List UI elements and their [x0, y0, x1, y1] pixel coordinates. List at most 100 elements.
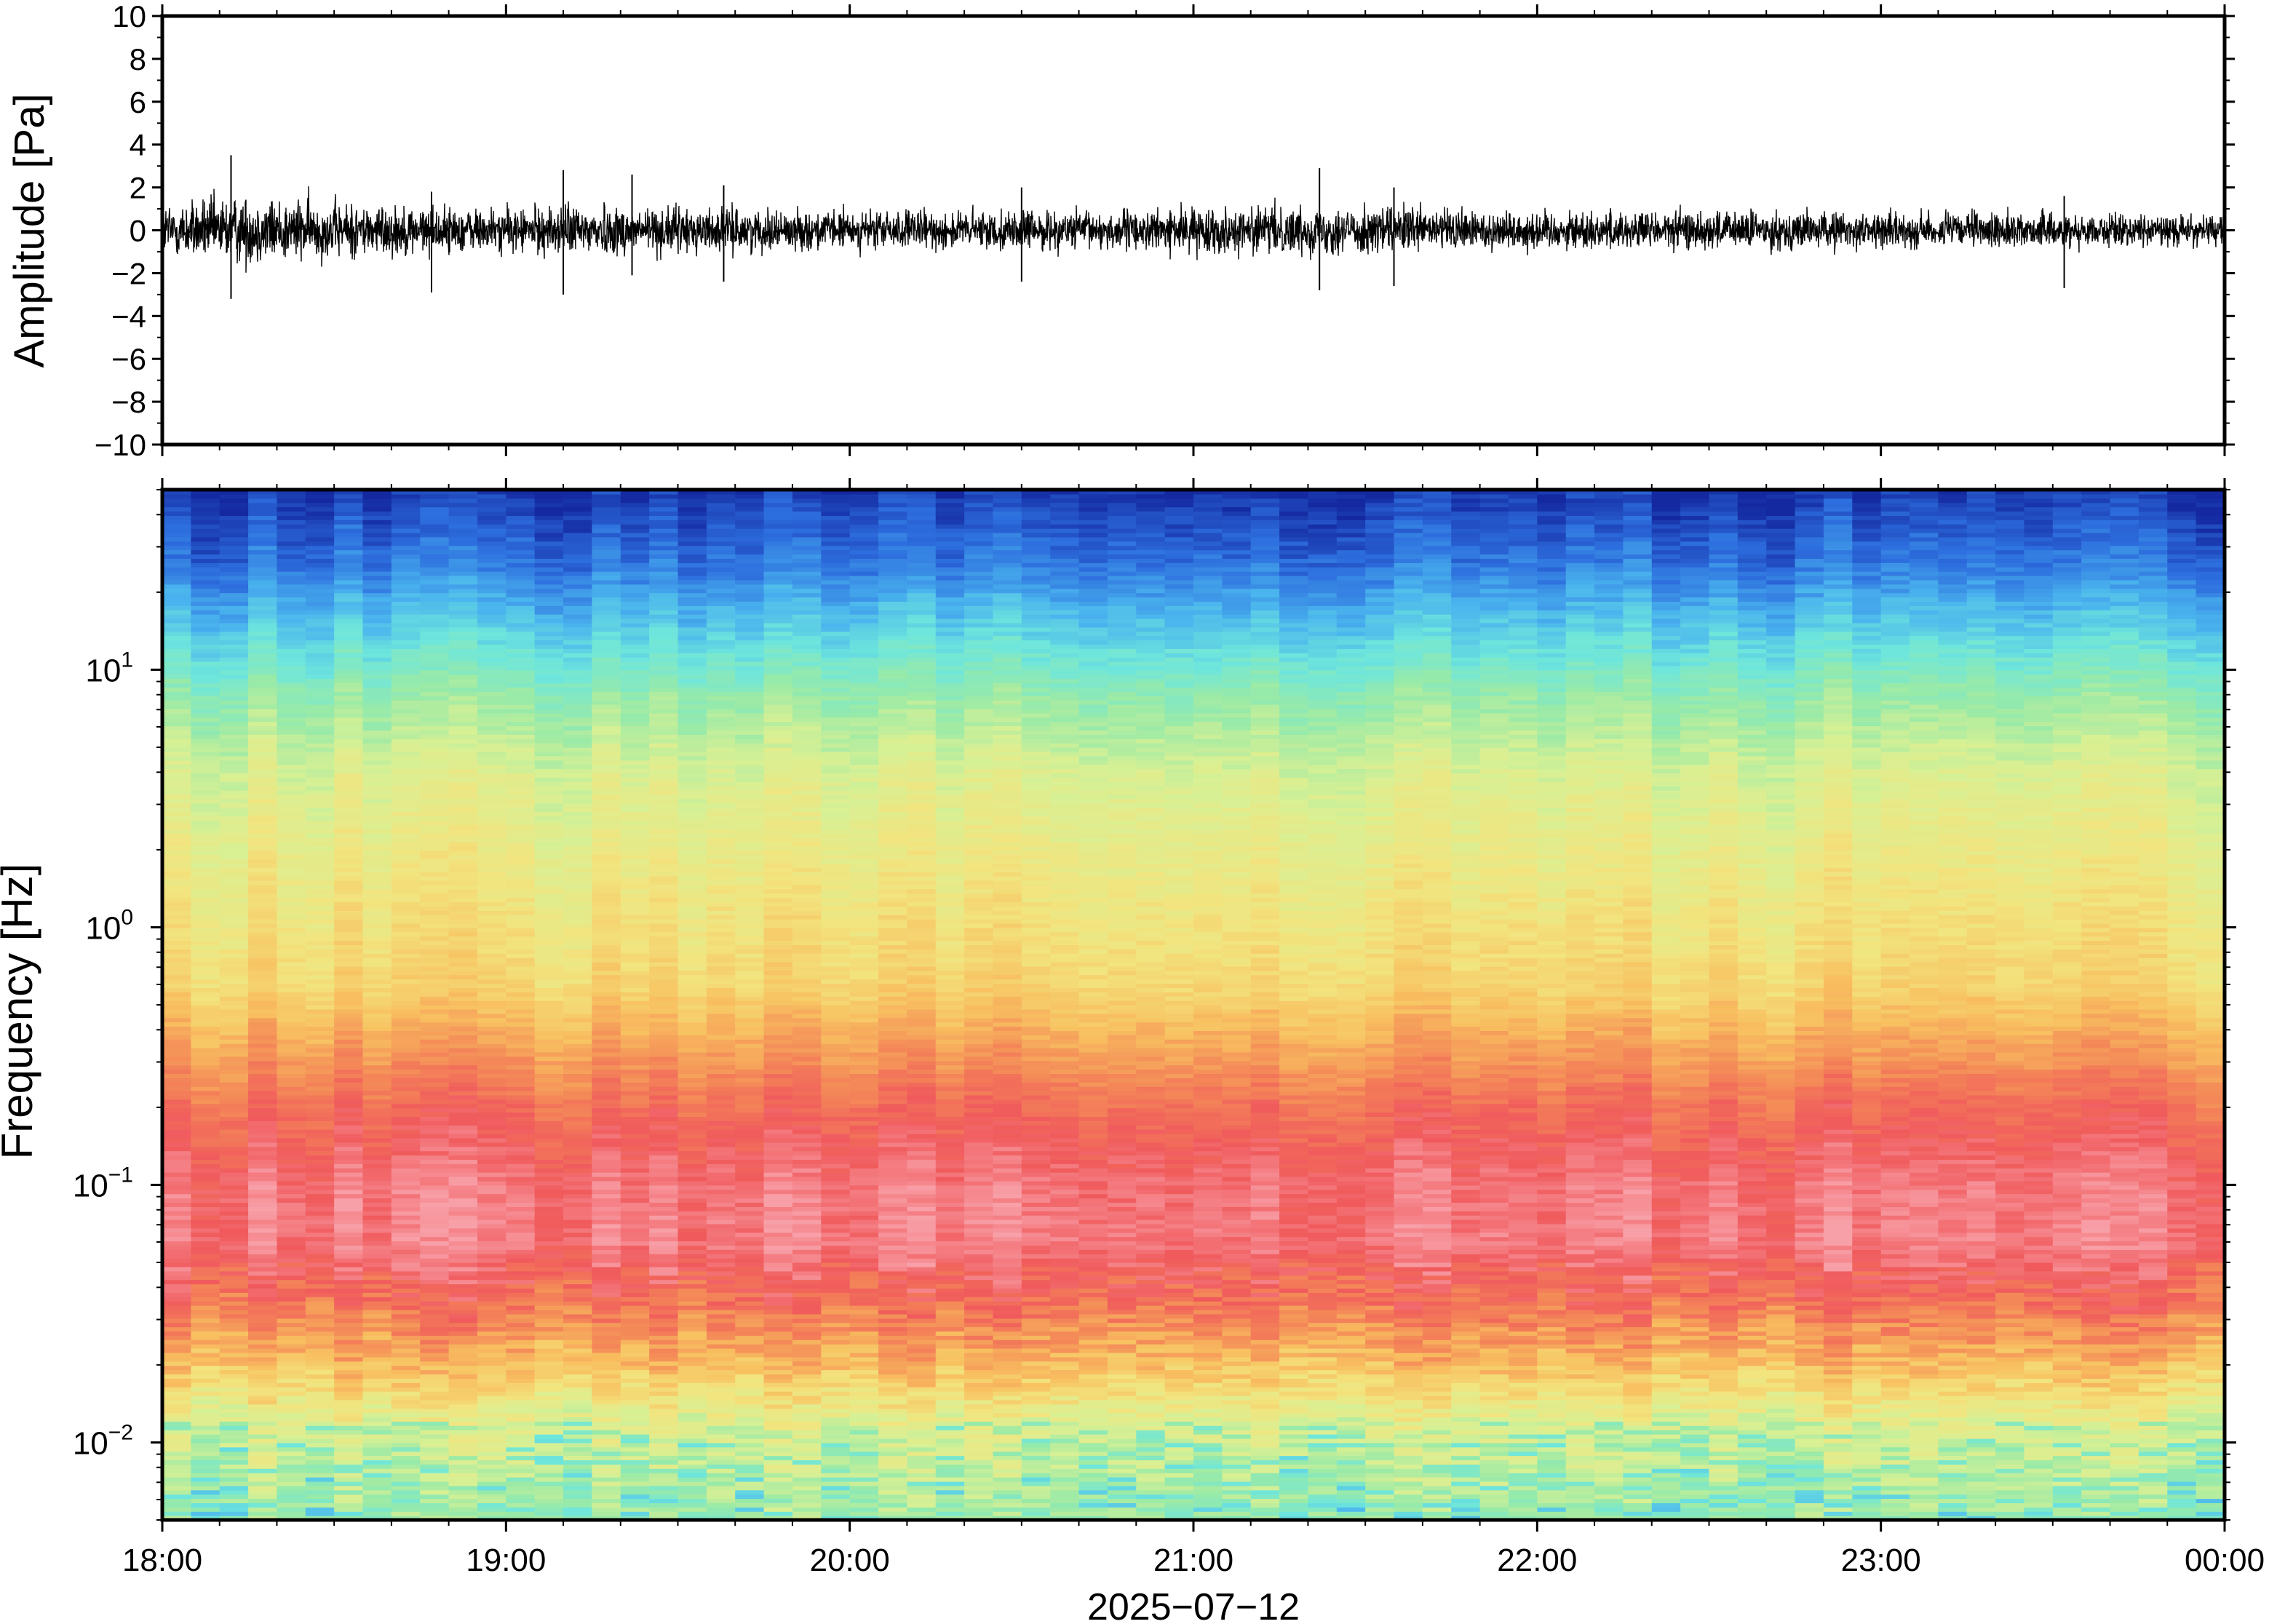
heatmap-cell	[649, 1180, 679, 1186]
heatmap-cell	[362, 1425, 392, 1430]
heatmap-cell	[219, 768, 249, 773]
heatmap-cell	[592, 1356, 621, 1362]
heatmap-cell	[620, 554, 650, 559]
heatmap-cell	[277, 653, 306, 658]
heatmap-cell	[305, 1107, 335, 1113]
heatmap-cell	[162, 859, 191, 864]
heatmap-cell	[563, 807, 593, 813]
heatmap-cell	[334, 1352, 364, 1358]
heatmap-cell	[162, 958, 191, 963]
heatmap-cell	[649, 786, 679, 791]
heatmap-cell	[420, 545, 450, 551]
heatmap-cell	[592, 1502, 621, 1508]
heatmap-cell	[248, 1254, 278, 1259]
heatmap-cell	[677, 940, 707, 945]
heatmap-cell	[277, 524, 306, 529]
heatmap-cell	[477, 1511, 506, 1516]
heatmap-cell	[191, 1408, 220, 1414]
heatmap-cell	[362, 872, 392, 877]
heatmap-cell	[391, 1374, 421, 1379]
heatmap-cell	[477, 919, 506, 924]
heatmap-cell	[219, 592, 249, 598]
heatmap-cell	[391, 962, 421, 967]
heatmap-cell	[248, 622, 278, 628]
heatmap-cell	[191, 1211, 220, 1216]
heatmap-cell	[534, 1134, 564, 1139]
heatmap-cell	[362, 1241, 392, 1246]
heatmap-cell	[506, 1168, 536, 1173]
heatmap-cell	[334, 906, 364, 911]
heatmap-cell	[677, 545, 707, 551]
heatmap-cell	[420, 1262, 450, 1267]
heatmap-cell	[334, 528, 364, 533]
heatmap-cell	[534, 1498, 564, 1503]
heatmap-cell	[219, 1211, 249, 1216]
heatmap-cell	[563, 906, 593, 911]
heatmap-cell	[305, 1249, 335, 1254]
heatmap-cell	[334, 588, 364, 594]
heatmap-cell	[305, 1215, 335, 1220]
heatmap-cell	[448, 1322, 478, 1328]
heatmap-cell	[620, 1408, 650, 1414]
heatmap-cell	[391, 1356, 421, 1362]
heatmap-cell	[391, 610, 421, 615]
heatmap-cell	[563, 584, 593, 589]
heatmap-cell	[334, 974, 364, 980]
heatmap-cell	[391, 678, 421, 684]
heatmap-cell	[248, 773, 278, 778]
heatmap-cell	[477, 1326, 506, 1332]
heatmap-cell	[305, 1391, 335, 1396]
heatmap-cell	[191, 803, 220, 808]
heatmap-cell	[677, 1361, 707, 1366]
heatmap-cell	[162, 1241, 191, 1246]
heatmap-cell	[391, 1473, 421, 1478]
heatmap-cell	[649, 940, 679, 945]
heatmap-cell	[620, 579, 650, 585]
heatmap-cell	[191, 618, 220, 624]
heatmap-cell	[477, 1017, 506, 1023]
heatmap-cell	[506, 983, 536, 988]
heatmap-cell	[162, 1215, 191, 1220]
heatmap-cell	[334, 533, 364, 538]
heatmap-cell	[649, 867, 679, 872]
heatmap-cell	[277, 1404, 306, 1409]
heatmap-cell	[420, 1279, 450, 1285]
heatmap-cell	[277, 502, 306, 508]
heatmap-cell	[706, 1078, 736, 1083]
heatmap-cell	[620, 1442, 650, 1448]
heatmap-cell	[420, 520, 450, 525]
heatmap-cell	[677, 1322, 707, 1328]
heatmap-cell	[620, 1168, 650, 1173]
heatmap-cell	[620, 1064, 650, 1070]
heatmap-cell	[563, 764, 593, 770]
heatmap-cell	[334, 1005, 364, 1010]
heatmap-cell	[420, 1430, 450, 1435]
heatmap-cell	[477, 1022, 506, 1027]
heatmap-cell	[248, 700, 278, 705]
heatmap-cell	[620, 1202, 650, 1207]
heatmap-cell	[506, 567, 536, 572]
heatmap-cell	[563, 1180, 593, 1186]
heatmap-cell	[191, 493, 220, 499]
heatmap-cell	[277, 584, 306, 589]
heatmap-cell	[420, 931, 450, 937]
heatmap-cell	[706, 545, 736, 551]
heatmap-cell	[248, 717, 278, 723]
heatmap-cell	[277, 1245, 306, 1250]
heatmap-cell	[706, 1516, 736, 1521]
heatmap-cell	[191, 1417, 220, 1422]
heatmap-cell	[391, 983, 421, 988]
heatmap-cell	[162, 829, 191, 834]
heatmap-cell	[391, 1430, 421, 1435]
heatmap-cell	[334, 1421, 364, 1426]
heatmap-cell	[592, 1107, 621, 1113]
heatmap-cell	[620, 1189, 650, 1195]
heatmap-cell	[420, 1283, 450, 1289]
heatmap-cell	[391, 1232, 421, 1238]
heatmap-cell	[506, 678, 536, 684]
heatmap-cell	[420, 1502, 450, 1508]
heatmap-cell	[506, 1121, 536, 1126]
heatmap-cell	[649, 1438, 679, 1444]
heatmap-cell	[334, 1382, 364, 1388]
heatmap-cell	[248, 906, 278, 911]
